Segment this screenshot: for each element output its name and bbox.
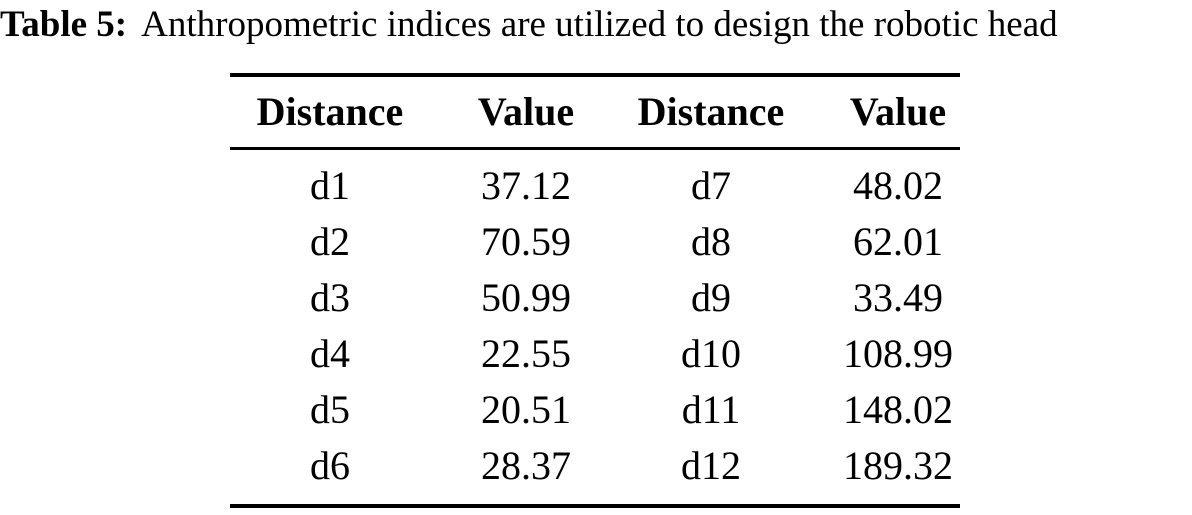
header-cell-distance-1: Distance <box>256 89 404 134</box>
anthropometric-table: Distance Value Distance Value d1 37.12 d… <box>230 73 960 508</box>
cell-value: 37.12 <box>481 163 571 208</box>
cell-distance: d4 <box>310 331 350 376</box>
table-row: d3 50.99 d9 33.49 <box>230 270 960 326</box>
cell-value: 28.37 <box>481 443 571 488</box>
cell-value: 189.32 <box>843 443 953 488</box>
table-row: d4 22.55 d10 108.99 <box>230 326 960 382</box>
table-row: d2 70.59 d8 62.01 <box>230 214 960 270</box>
table-caption: Table 5: Anthropometric indices are utili… <box>0 1 1192 49</box>
cell-distance: d3 <box>310 275 350 320</box>
header-cell-value-1: Value <box>477 89 575 134</box>
cell-distance: d6 <box>310 443 350 488</box>
cell-value: 148.02 <box>843 387 953 432</box>
cell-value: 50.99 <box>481 275 571 320</box>
cell-distance: d10 <box>681 331 741 376</box>
cell-distance: d5 <box>310 387 350 432</box>
header-cell-distance-2: Distance <box>637 89 785 134</box>
caption-text: Anthropometric indices are utilized to d… <box>141 4 1058 45</box>
cell-distance: d8 <box>691 219 731 264</box>
caption-label: Table 5: <box>0 4 128 45</box>
table-header-row: Distance Value Distance Value <box>230 77 960 150</box>
cell-value: 108.99 <box>843 331 953 376</box>
table-row: d5 20.51 d11 148.02 <box>230 382 960 438</box>
cell-value: 48.02 <box>853 163 943 208</box>
table-body: d1 37.12 d7 48.02 d2 70.59 d8 62.01 d3 5… <box>230 150 960 504</box>
table-row: d1 37.12 d7 48.02 <box>230 158 960 214</box>
cell-distance: d1 <box>310 163 350 208</box>
cell-value: 70.59 <box>481 219 571 264</box>
cell-distance: d9 <box>691 275 731 320</box>
cell-distance: d7 <box>691 163 731 208</box>
header-cell-value-2: Value <box>849 89 947 134</box>
cell-distance: d12 <box>681 443 741 488</box>
cell-value: 22.55 <box>481 331 571 376</box>
cell-distance: d11 <box>681 387 741 432</box>
cell-value: 20.51 <box>481 387 571 432</box>
cell-distance: d2 <box>310 219 350 264</box>
cell-value: 33.49 <box>853 275 943 320</box>
cell-value: 62.01 <box>853 219 943 264</box>
table-row: d6 28.37 d12 189.32 <box>230 438 960 494</box>
